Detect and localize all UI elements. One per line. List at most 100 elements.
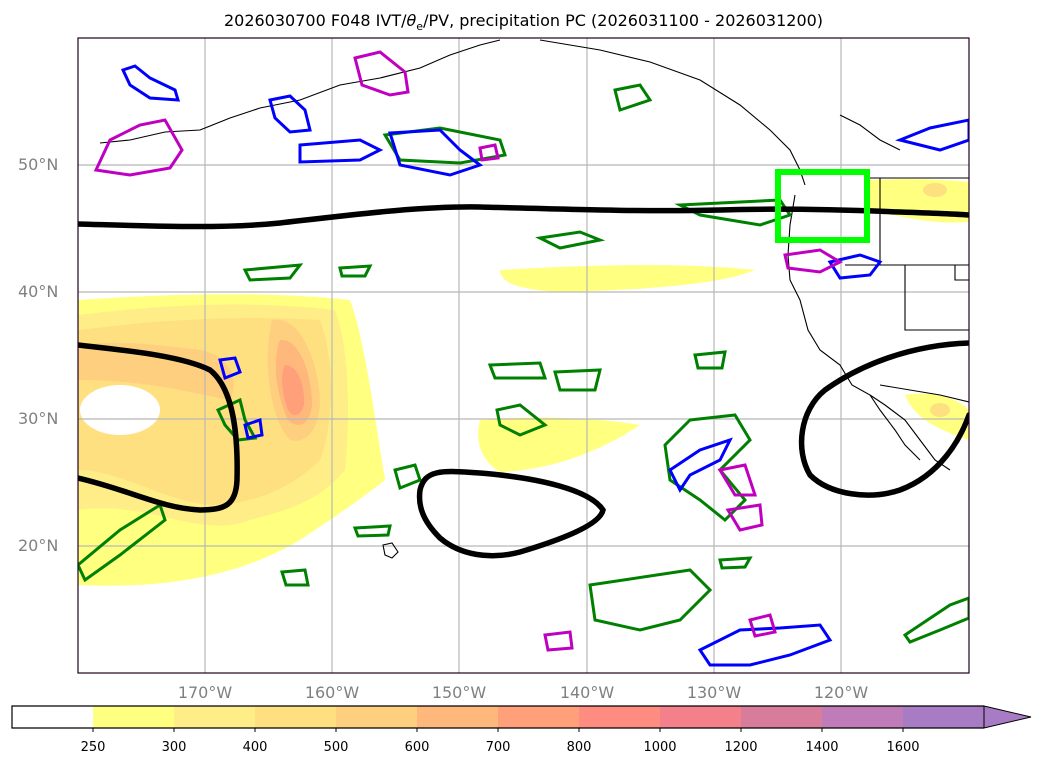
lon-label-130w: 130°W	[686, 683, 742, 702]
green-contour-13	[902, 596, 969, 644]
green-contour-18	[352, 524, 392, 538]
colorbar-tick-label: 300	[161, 740, 187, 755]
green-contour-15	[613, 83, 653, 112]
colorbar-tick-label: 800	[566, 740, 592, 755]
blue-contour-3	[298, 138, 384, 164]
ivt-700-region-center	[282, 365, 305, 416]
coastline-hawaii	[382, 542, 399, 559]
green-contour-19	[718, 556, 753, 570]
blue-contour-4	[387, 128, 484, 177]
ivt-patch-northwest-core	[923, 183, 947, 197]
lat-label-30n: 30°N	[18, 409, 59, 428]
lat-label-40n: 40°N	[18, 282, 59, 301]
blue-contour-5	[668, 437, 733, 493]
magenta-contour-6	[543, 630, 574, 652]
title-theta-subscript: e	[416, 20, 424, 34]
green-contour-10	[693, 350, 727, 370]
black-contour-east-loop	[798, 340, 969, 498]
coastline-baja	[869, 394, 951, 471]
blue-contour-8	[218, 356, 242, 381]
pv-theta-contours	[78, 204, 969, 559]
blue-contour-9	[243, 418, 264, 440]
lon-label-140w: 140°W	[559, 683, 615, 702]
green-contour-3	[242, 263, 304, 282]
ivt-patch-mexico	[905, 393, 969, 440]
green-contour-4	[338, 264, 373, 278]
coastline-us-west	[787, 194, 921, 461]
green-contour-7	[495, 403, 548, 437]
colorbar-segment	[741, 706, 823, 728]
colorbar-tick-label: 600	[404, 740, 430, 755]
ivt-patch-mexico-core	[930, 403, 950, 417]
coastline-canada	[839, 114, 901, 151]
magenta-contour-1	[93, 118, 184, 177]
colorbar-tick-label: 1200	[724, 740, 758, 755]
colorbar-tick-label: 1000	[643, 740, 677, 755]
lon-label-120w: 120°W	[813, 683, 869, 702]
colorbar-segment	[579, 706, 661, 728]
black-contour-west-loop	[78, 342, 240, 513]
colorbar-tick-label: 1600	[886, 740, 920, 755]
magenta-contour-3	[717, 463, 758, 497]
plot-area	[78, 38, 969, 673]
colorbar-tick-label: 250	[80, 740, 106, 755]
colorbar-segment	[174, 706, 256, 728]
colorbar-segment	[93, 706, 175, 728]
magenta-contour-5	[783, 248, 844, 274]
colorbar-tick-label: 400	[242, 740, 268, 755]
lon-label-150w: 150°W	[431, 683, 487, 702]
colorbar-segment	[903, 706, 985, 728]
ivt-patch-north	[500, 265, 755, 292]
green-contour-2	[535, 230, 606, 250]
coastline-alaska	[539, 39, 806, 186]
magenta-contour-7	[748, 613, 777, 638]
blue-contour-1	[120, 64, 181, 102]
lon-label-170w: 170°W	[177, 683, 233, 702]
lat-label-20n: 20°N	[18, 536, 59, 555]
green-contour-6	[553, 368, 602, 392]
green-contour-9	[588, 568, 713, 632]
ivt-500-region-west	[78, 342, 234, 400]
border-states-3	[904, 265, 969, 331]
plot-frame	[77, 37, 970, 674]
colorbar-segment	[12, 706, 94, 728]
ivt-hole	[80, 385, 160, 435]
title-theta: θ	[406, 11, 417, 30]
lat-label-50n: 50°N	[18, 155, 59, 174]
border-states-2	[845, 264, 969, 281]
colorbar-tick-label: 700	[485, 740, 511, 755]
title-suffix: /PV, precipitation PC (2026031100 - 2026…	[423, 11, 824, 30]
colorbar-segment	[255, 706, 337, 728]
precip-magenta-contours	[93, 50, 844, 652]
magenta-contour-8	[478, 143, 500, 162]
colorbar-tick-label: 500	[323, 740, 349, 755]
green-contour-5	[487, 361, 548, 380]
coastlines	[99, 39, 969, 559]
blue-contour-2	[268, 94, 312, 134]
title-prefix: 2026030700 F048 IVT/	[223, 11, 407, 30]
colorbar	[11, 705, 1032, 732]
green-contour-12	[78, 502, 167, 583]
black-contour-northern	[78, 204, 969, 230]
green-contour-17	[280, 568, 310, 587]
blue-contour-7	[895, 118, 969, 152]
colorbar-segment	[660, 706, 742, 728]
green-contour-16	[393, 463, 422, 491]
magenta-contour-4	[725, 503, 764, 532]
colorbar-tick-label: 1400	[805, 740, 839, 755]
colorbar-segment	[417, 706, 499, 728]
black-contour-central-loop	[416, 468, 606, 559]
border-us-mexico	[879, 384, 969, 403]
map-title: 2026030700 F048 IVT/θe/PV, precipitation…	[0, 11, 1047, 33]
colorbar-segment	[498, 706, 580, 728]
blue-contour-10	[827, 253, 883, 280]
magenta-contour-2	[353, 50, 410, 97]
ivt-filled-contours	[78, 294, 385, 586]
colorbar-extend-arrow	[983, 705, 1032, 729]
colorbar-segment	[822, 706, 904, 728]
lon-label-160w: 160°W	[304, 683, 360, 702]
coastline-aleutians	[99, 39, 501, 144]
ivt-patch-central	[478, 417, 640, 472]
colorbar-segment	[336, 706, 418, 728]
